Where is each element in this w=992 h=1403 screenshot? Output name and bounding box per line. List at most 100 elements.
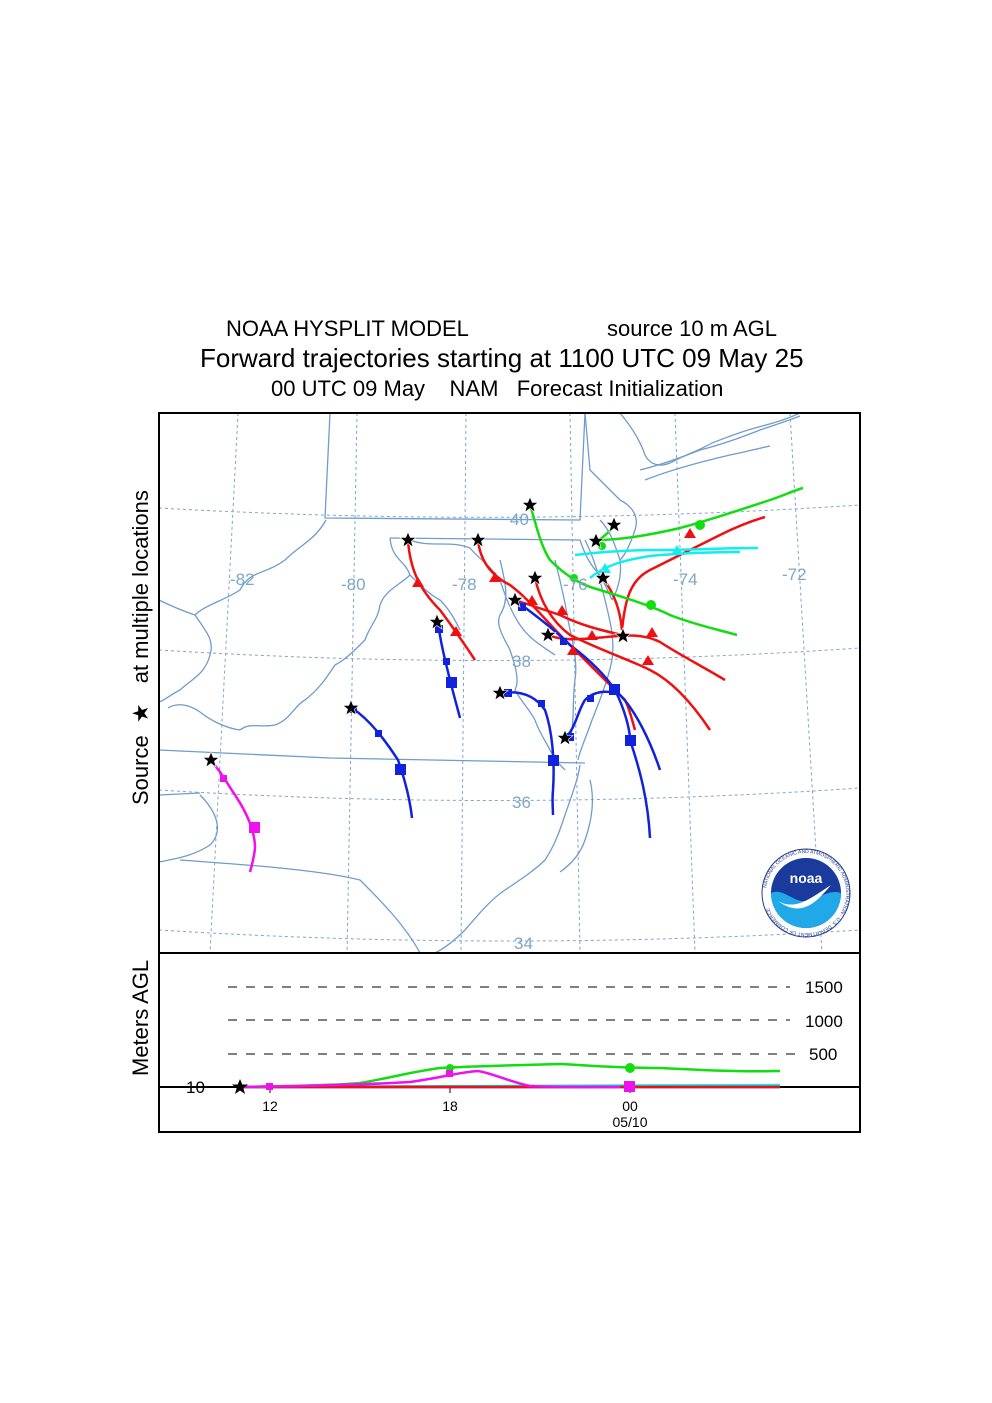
model-title: NOAA HYSPLIT MODEL [226,316,469,341]
parallel-38 [159,647,860,662]
triangle-icon [526,595,538,605]
square-icon [249,822,260,833]
star-icon [526,569,544,586]
square-icon [609,684,620,695]
meridian-78 [460,413,467,953]
wv-border-east [239,537,411,731]
star-icon [399,531,417,548]
noaa-logo-text: noaa [790,870,823,886]
level-label-1500: 1500 [805,978,843,997]
square-icon [518,603,526,611]
height-trace-magenta [239,1069,621,1089]
triangle-icon [489,572,501,582]
ky-border [159,614,212,703]
map-y-axis-title: Source ★ at multiple locations [128,490,153,805]
parallel-36 [159,787,860,802]
star-icon [587,532,605,549]
triangle-icon [599,563,611,573]
trajectory-red-4 [547,633,726,682]
ohio-river [159,519,327,616]
trajectory-cyan-1 [574,546,759,557]
square-icon [504,689,512,697]
tn-line [159,792,201,796]
triangle-icon [556,605,568,615]
lat-label: 36 [512,793,531,812]
time-tick-12: 12 [262,1098,278,1114]
va-nc-line [159,749,586,764]
square-icon [560,638,567,645]
nc-sc-line [179,859,421,953]
page-title: Forward trajectories starting at 1100 UT… [200,343,804,373]
long-island [644,445,771,481]
noaa-logo: noaa NATIONAL OCEANIC AND ATMOSPHERIC AD… [761,848,851,938]
chesapeake-west [498,559,566,771]
lat-label: 34 [514,934,533,953]
lon-label: -72 [782,565,807,584]
triangle-icon [684,528,696,538]
star-icon [614,627,632,644]
ny-nj-border [584,413,637,561]
square-icon [220,775,227,782]
square-icon [625,735,636,746]
star-icon [469,531,487,548]
wv-border-west [167,704,241,731]
source-markers [202,496,632,768]
lat-label: 38 [512,652,531,671]
lat-label: 40 [510,510,529,529]
meridian-80 [346,413,358,953]
time-tick-00: 00 [622,1098,638,1114]
star-icon [342,699,360,716]
triangle-icon [586,630,598,640]
trajectory-blue-5 [564,690,662,771]
level-label-500: 500 [809,1045,837,1064]
meridian-74 [674,413,696,953]
height-traces [239,1062,781,1089]
square-icon [266,1083,273,1090]
star-icon [428,613,446,630]
ny-coast [639,415,801,471]
date-label: 05/10 [612,1114,647,1130]
star-icon [594,569,612,586]
pa-boundary [324,413,586,521]
lon-label: -76 [563,575,588,594]
square-icon [538,700,545,707]
grid-labels: -82 -80 -78 -76 -74 -72 40 38 36 34 [230,510,807,953]
circle-icon [695,520,705,530]
circle-icon [570,574,578,582]
lon-label: -74 [673,570,698,589]
trajectory-green-2 [595,486,804,542]
triangle-icon [567,645,579,655]
lon-label: -82 [230,570,255,589]
height-y-axis-title: Meters AGL [128,960,153,1076]
star-icon: ★ [128,703,153,723]
base-level-label: 10 [186,1078,205,1097]
star-icon [605,516,623,533]
square-icon [624,1081,635,1092]
triangle-icon [642,655,654,665]
page-subtitle: 00 UTC 09 May NAM Forecast Initializatio… [271,376,724,401]
trajectory-blue-3 [499,691,555,816]
time-tick-18: 18 [442,1098,458,1114]
star-icon [539,626,557,643]
star-icon [506,591,524,608]
square-icon [446,677,457,688]
square-icon [375,730,382,737]
square-icon [587,695,594,702]
parallel-34 [159,929,860,942]
circle-icon [646,600,656,610]
triangle-icon [450,626,462,636]
square-icon [435,625,443,633]
trajectory-red-5 [601,515,766,631]
square-icon [446,1070,453,1077]
height-panel: 1500 1000 500 10 12 18 00 05/10 [158,952,861,1133]
square-icon [548,755,559,766]
y-title-source: Source [128,735,153,805]
height-markers [232,1063,635,1094]
star-icon [556,729,574,746]
lon-label: -78 [452,575,477,594]
parallel-40 [159,504,860,518]
svg-text:Source ★ at multip: Source ★ at multiple locations [128,490,153,805]
nc-coast [434,764,581,953]
md-pa-line [389,537,581,541]
